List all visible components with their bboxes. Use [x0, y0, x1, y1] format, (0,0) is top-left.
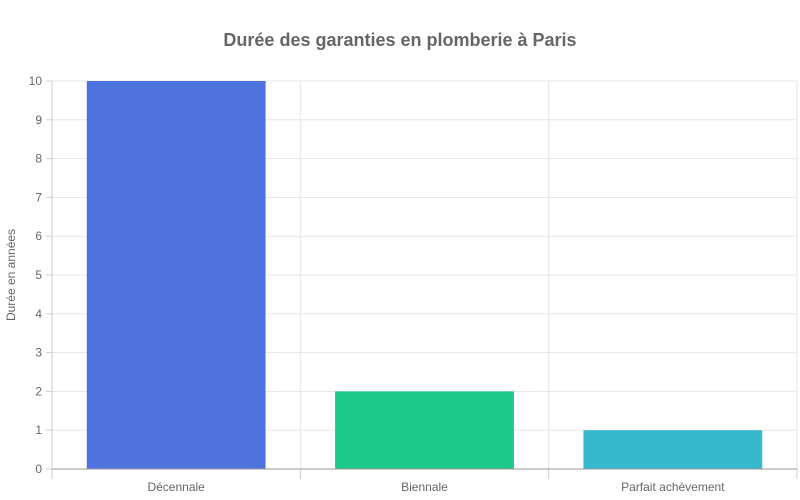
axes	[46, 80, 798, 479]
chart-title: Durée des garanties en plomberie à Paris	[223, 30, 577, 50]
y-tick-label: 1	[35, 423, 42, 437]
y-tick-label: 0	[35, 462, 42, 476]
y-tick-label: 10	[29, 74, 43, 88]
y-tick-label: 3	[35, 346, 42, 360]
x-tick-label: Parfait achèvement	[621, 480, 725, 494]
y-tick-label: 5	[35, 268, 42, 282]
y-tick-label: 6	[35, 229, 42, 243]
y-tick-label: 9	[35, 113, 42, 127]
y-tick-label: 4	[35, 307, 42, 321]
x-tick-label: Décennale	[147, 480, 205, 494]
y-tick-label: 7	[35, 190, 42, 204]
y-tick-label: 2	[35, 384, 42, 398]
y-tick-labels: 0 1 2 3 4 5 6 7 8 9 10	[29, 74, 43, 476]
y-tick-label: 8	[35, 152, 42, 166]
x-tick-label: Biennale	[401, 480, 448, 494]
x-tick-labels: Décennale Biennale Parfait achèvement	[147, 480, 725, 494]
bar-parfait-ach-vement[interactable]	[583, 430, 763, 469]
y-axis-title: Durée en années	[4, 229, 18, 321]
bar-biennale[interactable]	[335, 391, 514, 469]
bar-d-cennale[interactable]	[86, 81, 266, 469]
bars	[86, 81, 763, 469]
